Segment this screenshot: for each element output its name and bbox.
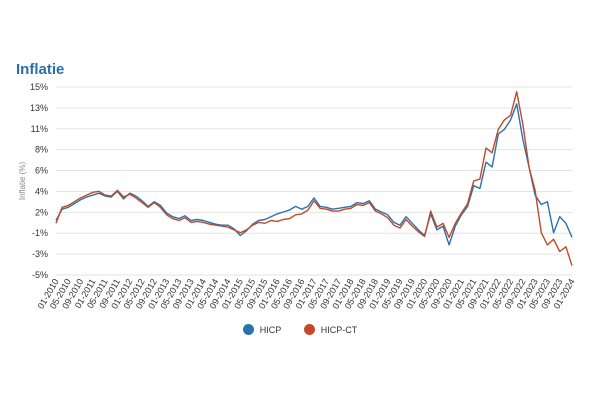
y-tick-label: -1% — [32, 228, 48, 238]
series-line-hicp-ct — [55, 90, 573, 266]
y-tick-label: 11% — [31, 124, 48, 134]
y-tick-label: -5% — [32, 270, 48, 280]
legend-dot-hicp — [242, 324, 254, 335]
y-tick-label: 6% — [35, 166, 48, 176]
y-tick-label: 8% — [35, 145, 48, 155]
y-tick-label: -3% — [32, 249, 48, 259]
legend-item-hicp-ct[interactable]: HICP-CT — [303, 324, 358, 335]
legend-item-hicp[interactable]: HICP — [242, 324, 282, 335]
y-tick-labels: 15% 13% 11% 8% 6% 4% 2% -1% -3% -5% — [30, 82, 48, 280]
legend-label-hicp-ct: HICP-CT — [320, 324, 358, 335]
x-tick-labels: 01-201005-201009-201001-201105-201109-20… — [36, 277, 577, 311]
chart-title: Inflatie — [16, 61, 65, 78]
y-tick-label: 4% — [35, 186, 48, 196]
gridlines — [56, 86, 572, 276]
y-tick-label: 13% — [30, 103, 48, 113]
legend: HICP HICP-CT — [0, 324, 600, 337]
y-tick-label: 2% — [35, 207, 48, 217]
y-axis-title: Inflatie (%) — [18, 162, 27, 201]
legend-dot-hicp-ct — [303, 324, 315, 335]
legend-label-hicp: HICP — [259, 324, 282, 335]
series-lines — [55, 90, 573, 266]
series-line-hicp — [55, 103, 573, 246]
y-tick-label: 15% — [30, 82, 48, 92]
